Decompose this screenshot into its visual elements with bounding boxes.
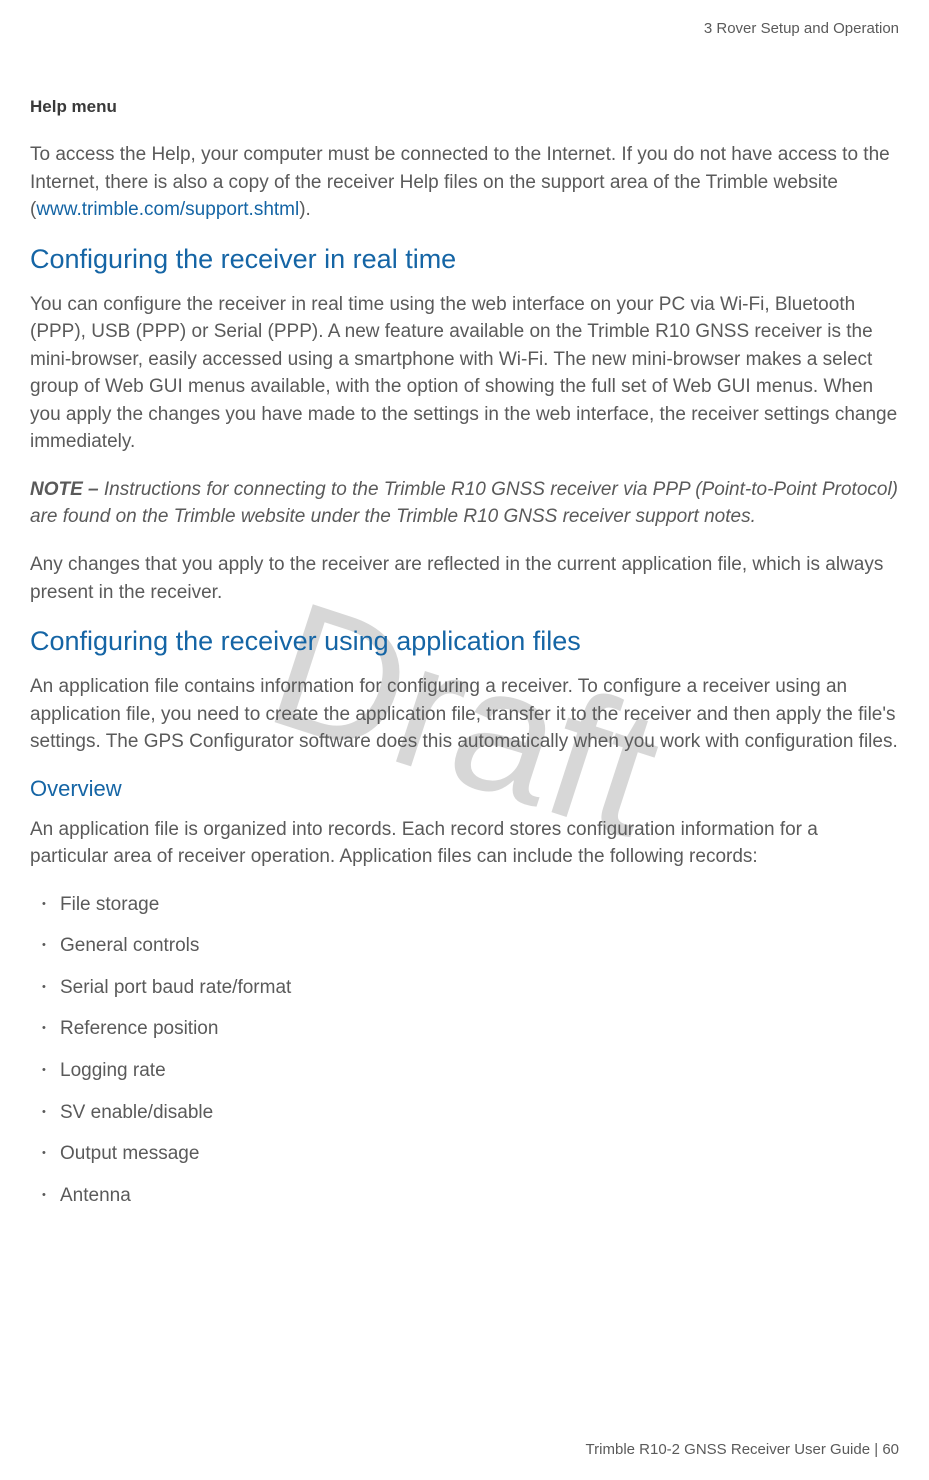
list-item: Logging rate: [60, 1057, 899, 1085]
list-item: General controls: [60, 932, 899, 960]
help-menu-title: Help menu: [30, 97, 899, 117]
help-menu-text-b: ).: [299, 199, 311, 220]
list-item: Output message: [60, 1140, 899, 1168]
page-number: 60: [882, 1441, 899, 1458]
list-item: Reference position: [60, 1015, 899, 1043]
note-body: Instructions for connecting to the Trimb…: [30, 479, 898, 528]
support-link[interactable]: www.trimble.com/support.shtml: [36, 199, 299, 220]
list-item: File storage: [60, 891, 899, 919]
help-menu-para: To access the Help, your computer must b…: [30, 141, 899, 224]
overview-bullets: File storage General controls Serial por…: [30, 891, 899, 1209]
config-realtime-heading: Configuring the receiver in real time: [30, 244, 899, 275]
config-appfiles-heading: Configuring the receiver using applicati…: [30, 626, 899, 657]
list-item: SV enable/disable: [60, 1099, 899, 1127]
overview-para1: An application file is organized into re…: [30, 816, 899, 871]
overview-heading: Overview: [30, 776, 899, 802]
chapter-header: 3 Rover Setup and Operation: [30, 20, 899, 37]
note-label: NOTE –: [30, 479, 104, 500]
list-item: Antenna: [60, 1182, 899, 1210]
config-appfiles-para1: An application file contains information…: [30, 673, 899, 756]
config-realtime-para1: You can configure the receiver in real t…: [30, 291, 899, 456]
config-realtime-para2: Any changes that you apply to the receiv…: [30, 551, 899, 606]
footer-text: Trimble R10-2 GNSS Receiver User Guide |: [586, 1441, 883, 1458]
config-realtime-note: NOTE – Instructions for connecting to th…: [30, 476, 899, 531]
page-content: 3 Rover Setup and Operation Help menu To…: [30, 20, 899, 1209]
page-footer: Trimble R10-2 GNSS Receiver User Guide |…: [586, 1441, 899, 1458]
list-item: Serial port baud rate/format: [60, 974, 899, 1002]
